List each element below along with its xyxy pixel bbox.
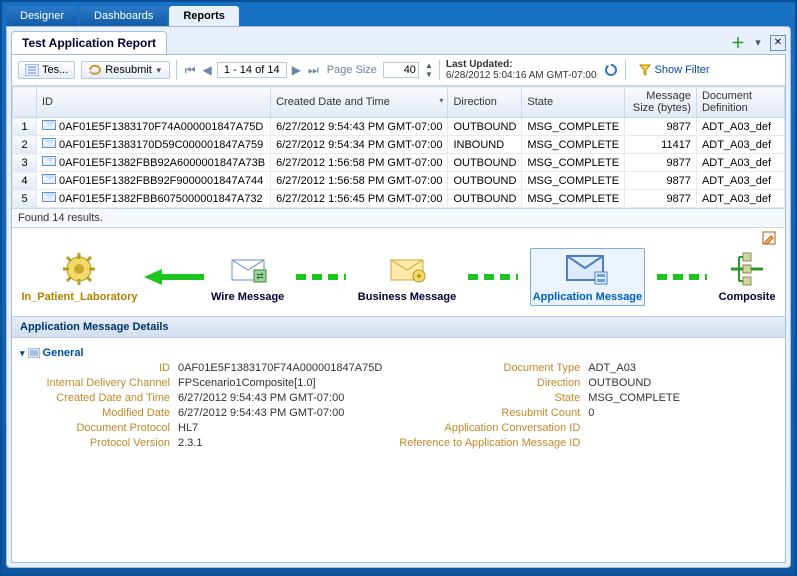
flow-item-appmsg[interactable]: Application Message [530, 248, 645, 306]
next-page-icon[interactable]: ▶ [290, 63, 303, 77]
flow-arrow-icon [291, 267, 351, 287]
table-row[interactable]: 1 0AF01E5F1383170F74A000001847A75D 6/27/… [13, 118, 785, 136]
field-label: State [390, 392, 580, 404]
field-label: Protocol Version [20, 437, 170, 449]
add-icon[interactable]: ＋ [730, 35, 746, 51]
flow-diagram: In_Patient_Laboratory ⇄Wire Message Busine… [12, 228, 785, 316]
field-label: Reference to Application Message ID [390, 437, 580, 449]
message-icon [42, 174, 56, 184]
flow-item-composite[interactable]: Composite [719, 251, 776, 303]
composite-icon [725, 251, 769, 287]
col-header[interactable]: Created Date and Time [271, 87, 448, 118]
col-header[interactable]: Document Definition [696, 87, 784, 118]
field-value: FPScenario1Composite[1.0] [178, 377, 382, 389]
message-icon [42, 192, 56, 202]
flow-arrow-icon [144, 267, 204, 287]
tes-button[interactable]: Tes... [18, 61, 75, 79]
col-header[interactable]: ID [37, 87, 271, 118]
general-section-toggle[interactable]: General [20, 344, 777, 362]
field-value: OUTBOUND [588, 377, 777, 389]
field-value: HL7 [178, 422, 382, 434]
table-row[interactable]: 4 0AF01E5F1382FBB92F9000001847A744 6/27/… [13, 172, 785, 190]
field-label: ID [20, 362, 170, 374]
message-icon [42, 138, 56, 148]
dropdown-icon[interactable]: ▾ [750, 35, 766, 51]
flow-item-inpatient[interactable]: In_Patient_Laboratory [21, 251, 137, 303]
field-value: MSG_COMPLETE [588, 392, 777, 404]
detail-fields: ID 0AF01E5F1383170F74A000001847A75D Docume… [20, 362, 777, 449]
table-row[interactable]: 2 0AF01E5F1383170D59C000001847A759 6/27/… [13, 136, 785, 154]
field-value: 0 [588, 407, 777, 419]
last-updated: Last Updated: 6/28/2012 5:04:16 AM GMT-0… [446, 59, 597, 81]
table-row[interactable]: 5 0AF01E5F1382FBB6075000001847A732 6/27/… [13, 190, 785, 208]
page-size-input[interactable] [383, 62, 419, 78]
flow-arrow-icon [652, 267, 712, 287]
resubmit-button[interactable]: Resubmit ▼ [81, 61, 169, 79]
field-label: Created Date and Time [20, 392, 170, 404]
col-header[interactable]: Message Size (bytes) [625, 87, 697, 118]
main-tabs: Designer Dashboards Reports [6, 6, 791, 26]
business-icon [385, 251, 429, 287]
table-row[interactable]: 3 0AF01E5F1382FBB92A6000001847A73B 6/27/… [13, 154, 785, 172]
message-icon [42, 120, 56, 130]
field-label: Document Protocol [20, 422, 170, 434]
col-header[interactable]: State [522, 87, 625, 118]
page-size-stepper[interactable]: ▲▼ [425, 61, 433, 79]
refresh-icon[interactable] [603, 62, 619, 78]
col-header[interactable] [13, 87, 37, 118]
first-page-icon[interactable]: ⏮ [183, 63, 198, 78]
tes-label: Tes... [42, 64, 68, 76]
field-value: ADT_A03 [588, 362, 777, 374]
flow-arrow-icon [463, 267, 523, 287]
field-label: Direction [390, 377, 580, 389]
prev-page-icon[interactable]: ◀ [201, 63, 214, 77]
tab-designer[interactable]: Designer [6, 6, 78, 26]
pager: ⏮ ◀ ▶ ⏭ [183, 62, 321, 78]
field-label: Application Conversation ID [390, 422, 580, 434]
last-page-icon[interactable]: ⏭ [306, 63, 321, 78]
appmsg-icon [565, 251, 609, 287]
flow-item-wire[interactable]: ⇄Wire Message [211, 251, 284, 303]
field-label: Internal Delivery Channel [20, 377, 170, 389]
svg-text:⇄: ⇄ [256, 271, 264, 281]
field-value [588, 422, 777, 434]
col-header[interactable]: Direction [448, 87, 522, 118]
field-label: Modified Date [20, 407, 170, 419]
field-value: 2.3.1 [178, 437, 382, 449]
results-table: IDCreated Date and TimeDirectionStateMes… [12, 86, 785, 209]
flow-item-business[interactable]: Business Message [358, 251, 456, 303]
page-range-input[interactable] [217, 62, 287, 78]
details-header: Application Message Details [12, 316, 785, 338]
results-footer: Found 14 results. [12, 209, 785, 228]
field-label: Document Type [390, 362, 580, 374]
field-value: 0AF01E5F1383170F74A000001847A75D [178, 362, 382, 374]
message-icon [42, 156, 56, 166]
tab-dashboards[interactable]: Dashboards [80, 6, 167, 26]
field-value: 6/27/2012 9:54:43 PM GMT-07:00 [178, 407, 382, 419]
tab-reports[interactable]: Reports [169, 6, 239, 26]
toolbar: Tes... Resubmit ▼ ⏮ ◀ ▶ ⏭ Page Size ▲▼ [12, 55, 785, 86]
page-size-label: Page Size [327, 64, 377, 76]
field-label: Resubmit Count [390, 407, 580, 419]
resubmit-label: Resubmit [105, 64, 151, 76]
report-tab[interactable]: Test Application Report [11, 31, 167, 54]
edit-flow-icon[interactable] [761, 230, 777, 246]
field-value: 6/27/2012 9:54:43 PM GMT-07:00 [178, 392, 382, 404]
show-filter-button[interactable]: Show Filter [632, 61, 716, 79]
inpatient-icon [57, 251, 101, 287]
close-panel-icon[interactable]: ✕ [770, 35, 786, 51]
wire-icon: ⇄ [226, 251, 270, 287]
field-value [588, 437, 777, 449]
